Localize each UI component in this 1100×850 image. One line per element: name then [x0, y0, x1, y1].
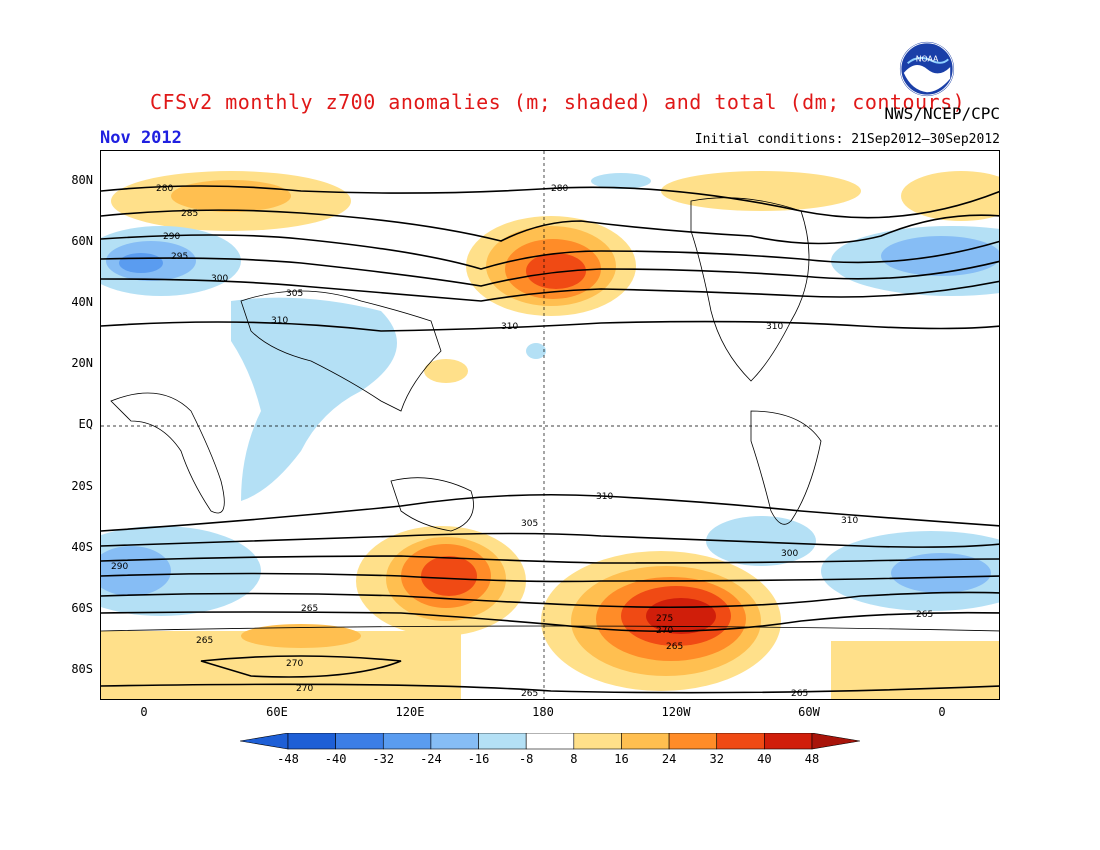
lat-tick: 40S — [71, 540, 93, 554]
anomaly-cool — [119, 253, 163, 273]
colorbar-label: -32 — [372, 752, 395, 766]
logo-text: NOAA — [916, 54, 939, 63]
colorbar-box — [525, 733, 575, 750]
map-grid — [101, 151, 999, 699]
lat-tick: 60N — [71, 234, 93, 248]
contour-label: 295 — [171, 252, 188, 262]
anomaly-cool — [101, 546, 171, 596]
colorbar-box — [478, 733, 527, 750]
anomaly-cool — [891, 553, 991, 593]
contour-labels: 280 285 290 295 300 305 310 280 310 310 … — [111, 184, 933, 699]
colorbar-label: -40 — [324, 752, 347, 766]
colorbar-label: 8 — [570, 752, 578, 766]
lat-tick: EQ — [78, 417, 93, 431]
contour-label: 285 — [181, 209, 198, 219]
colorbar-box — [764, 733, 813, 750]
contour-label: 280 — [156, 184, 173, 194]
contour-label: 275 — [656, 614, 673, 624]
colorbar-label: -16 — [467, 752, 490, 766]
colorbar-box — [716, 733, 765, 750]
colorbar-box — [573, 733, 622, 750]
chart-title: CFSv2 monthly z700 anomalies (m; shaded)… — [150, 90, 966, 114]
lat-tick: 80N — [71, 173, 93, 187]
lon-tick: 180 — [532, 705, 554, 719]
colorbar-box — [621, 733, 670, 750]
anomaly-cool — [231, 297, 397, 501]
contour-label: 310 — [271, 316, 288, 326]
colorbar-label: -48 — [277, 752, 299, 766]
colorbar-label: 16 — [614, 752, 629, 766]
colorbar-arrow-low — [240, 733, 289, 750]
colorbar-box — [287, 733, 336, 750]
contour-label: 300 — [211, 274, 228, 284]
anomaly-shading — [101, 171, 999, 699]
contour-label: 265 — [666, 642, 683, 652]
contour-label: 310 — [766, 322, 783, 332]
lat-tick: 40N — [71, 295, 93, 309]
initial-conditions-label: Initial conditions: 21Sep2012–30Sep2012 — [694, 132, 1000, 147]
colorbar-box — [335, 733, 384, 750]
contour-label: 270 — [286, 659, 303, 669]
anomaly-warm — [526, 253, 586, 289]
contour-label: 310 — [501, 322, 518, 332]
colorbar — [240, 733, 860, 750]
colorbar-label: 32 — [709, 752, 724, 766]
anomaly-warm — [424, 359, 468, 383]
lon-tick: 60E — [266, 705, 288, 719]
contour-label: 270 — [296, 684, 313, 694]
colorbar-label: -24 — [420, 752, 442, 766]
colorbar-label: 48 — [804, 752, 820, 766]
contour-label: 305 — [286, 289, 303, 299]
anomaly-warm — [171, 180, 291, 212]
lon-tick: 60W — [798, 705, 820, 719]
colorbar-arrow-high — [811, 733, 860, 750]
anomaly-cool — [526, 343, 546, 359]
lat-tick: 60S — [71, 601, 93, 615]
anomaly-warm — [901, 171, 999, 221]
contour-label: 290 — [163, 232, 180, 242]
map-svg: 280 285 290 295 300 305 310 280 310 310 … — [101, 151, 999, 699]
anomaly-warm — [241, 624, 361, 648]
contour-label: 265 — [791, 689, 808, 699]
lon-tick: 120W — [661, 705, 691, 719]
map-panel: 280 285 290 295 300 305 310 280 310 310 … — [100, 150, 1000, 700]
noaa-logo: NOAA — [899, 41, 955, 97]
lat-tick: 20N — [71, 356, 93, 370]
month-label: Nov 2012 — [100, 128, 182, 148]
colorbar-box — [430, 733, 479, 750]
anomaly-warm — [421, 556, 477, 596]
height-contours — [101, 185, 999, 694]
contour-label: 310 — [841, 516, 858, 526]
anomaly-warm — [661, 171, 861, 211]
contour-label: 290 — [111, 562, 128, 572]
agency-label: NWS/NCEP/CPC — [884, 104, 1000, 123]
contour-label: 310 — [596, 492, 613, 502]
lon-tick: 120E — [395, 705, 425, 719]
colorbar-box — [668, 733, 718, 750]
lat-tick: 20S — [71, 479, 93, 493]
contour-label: 280 — [551, 184, 568, 194]
contour-label: 265 — [301, 604, 318, 614]
contour-label: 265 — [196, 636, 213, 646]
anomaly-cool — [591, 173, 651, 189]
lat-tick: 80S — [71, 662, 93, 676]
contour-label: 300 — [781, 549, 798, 559]
colorbar-label: 24 — [661, 752, 677, 766]
contour-label: 270 — [656, 626, 673, 636]
contour-label: 265 — [521, 689, 538, 699]
anomaly-cool — [706, 516, 816, 566]
contour-label: 305 — [521, 519, 538, 529]
colorbar-box — [382, 733, 432, 750]
colorbar-label: -8 — [518, 752, 534, 766]
contour-label: 265 — [916, 610, 933, 620]
colorbar-label: 40 — [757, 752, 772, 766]
lon-tick: 0 — [140, 705, 148, 719]
lon-tick: 0 — [938, 705, 946, 719]
coastlines — [101, 197, 999, 632]
